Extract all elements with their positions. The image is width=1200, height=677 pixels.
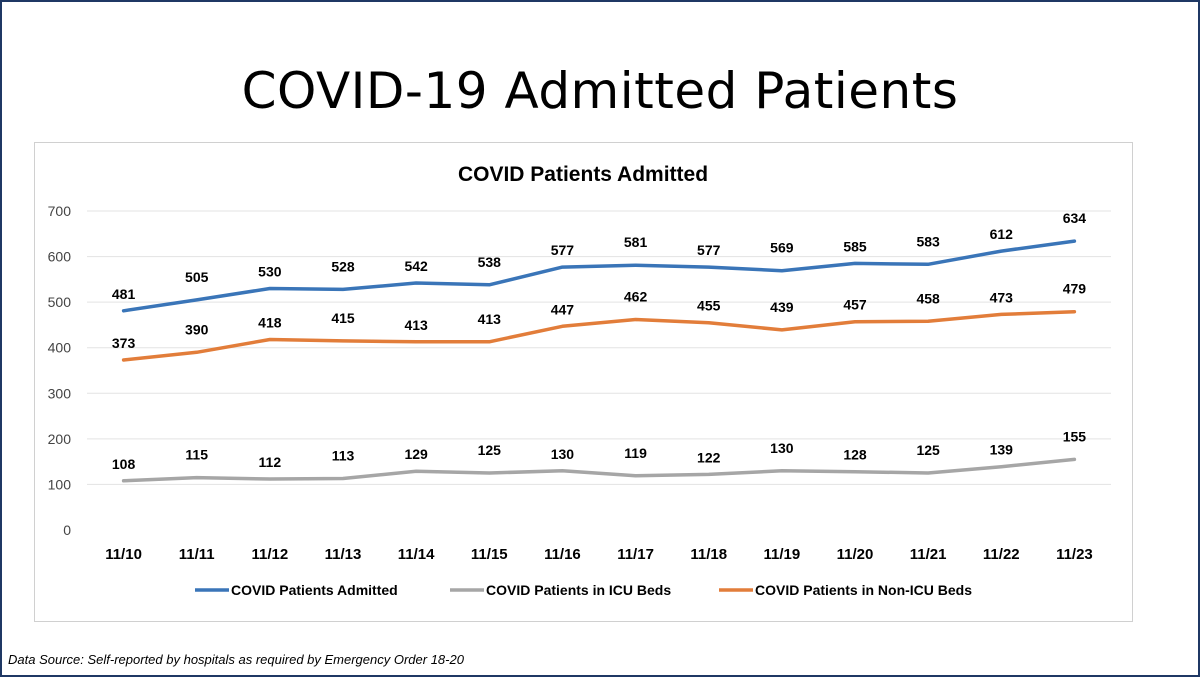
- line-chart: COVID Patients Admitted 0 100 200 300 400 500 6…: [48, 163, 1111, 598]
- data-label: 583: [916, 233, 940, 249]
- y-tick-label: 600: [48, 249, 72, 265]
- chart-title: COVID Patients Admitted: [458, 163, 708, 186]
- data-label: 447: [551, 301, 575, 317]
- x-tick-label: 11/10: [105, 546, 142, 563]
- data-label: 581: [624, 234, 648, 250]
- data-label: 139: [990, 442, 1014, 458]
- x-tick-label: 11/16: [544, 546, 581, 563]
- data-label: 505: [185, 269, 209, 285]
- x-tick-label: 11/20: [837, 546, 874, 563]
- data-label: 528: [331, 258, 355, 274]
- x-tick-label: 11/17: [617, 546, 654, 563]
- data-label: 542: [404, 258, 428, 274]
- x-tick-label: 11/23: [1056, 546, 1093, 563]
- y-tick-label: 400: [48, 340, 72, 356]
- series-line: [121, 309, 1077, 362]
- data-label: 129: [404, 446, 428, 462]
- data-label: 122: [697, 449, 721, 465]
- data-label: 585: [843, 238, 867, 254]
- x-tick-label: 11/18: [690, 546, 727, 563]
- data-label: 455: [697, 298, 721, 314]
- data-label: 473: [990, 289, 1014, 305]
- legend-label: COVID Patients in ICU Beds: [486, 582, 671, 598]
- data-label: 439: [770, 299, 794, 315]
- data-label: 128: [843, 447, 867, 463]
- y-tick-label: 300: [48, 385, 72, 401]
- data-label: 530: [258, 263, 282, 279]
- legend-label: COVID Patients Admitted: [231, 582, 398, 598]
- x-tick-label: 11/22: [983, 546, 1020, 563]
- data-label: 457: [843, 297, 867, 313]
- data-label: 130: [770, 440, 794, 456]
- slide-border-top: [0, 0, 1200, 2]
- data-label: 481: [112, 286, 136, 302]
- y-tick-label: 200: [48, 431, 72, 447]
- slide-border-right: [1198, 0, 1200, 677]
- slide-border-bottom: [0, 675, 1200, 677]
- data-label: 538: [478, 254, 502, 270]
- y-tick-label: 700: [48, 203, 72, 219]
- data-label: 577: [551, 242, 575, 258]
- data-label: 418: [258, 315, 282, 331]
- y-tick-label: 500: [48, 294, 72, 310]
- data-label: 373: [112, 335, 136, 351]
- data-label: 479: [1063, 281, 1087, 297]
- legend-label: COVID Patients in Non-ICU Beds: [755, 582, 972, 598]
- data-label: 155: [1063, 428, 1087, 444]
- series-line: [121, 457, 1077, 483]
- data-label: 390: [185, 321, 209, 337]
- x-tick-label: 11/11: [179, 546, 215, 563]
- y-tick-label: 0: [63, 522, 71, 538]
- data-label: 458: [916, 290, 940, 306]
- data-label: 415: [331, 310, 355, 326]
- data-label: 413: [404, 317, 428, 333]
- data-label: 569: [770, 240, 794, 256]
- slide-title: COVID-19 Admitted Patients: [241, 62, 959, 120]
- series-line: [121, 239, 1077, 313]
- x-tick-label: 11/14: [398, 546, 435, 563]
- data-label: 130: [551, 446, 575, 462]
- data-label: 612: [990, 226, 1014, 242]
- data-label: 125: [478, 442, 502, 458]
- data-label: 634: [1063, 210, 1087, 226]
- data-label: 113: [332, 448, 355, 464]
- data-label: 115: [185, 447, 208, 463]
- x-tick-label: 11/15: [471, 546, 508, 563]
- data-source-note: Data Source: Self-reported by hospitals …: [8, 652, 464, 667]
- x-tick-label: 11/13: [325, 546, 362, 563]
- chart-panel: COVID Patients Admitted 0 100 200 300 400 500 6…: [34, 142, 1133, 622]
- data-label: 108: [112, 456, 136, 472]
- data-label: 462: [624, 288, 648, 304]
- y-tick-label: 100: [48, 476, 72, 492]
- data-label: 119: [624, 445, 647, 461]
- data-label: 125: [916, 442, 940, 458]
- data-label: 577: [697, 242, 721, 258]
- data-label: 413: [478, 311, 502, 327]
- x-tick-label: 11/12: [251, 546, 288, 563]
- slide-border-left: [0, 0, 2, 677]
- x-tick-label: 11/21: [910, 546, 947, 563]
- data-label: 112: [259, 454, 282, 470]
- x-tick-label: 11/19: [763, 546, 800, 563]
